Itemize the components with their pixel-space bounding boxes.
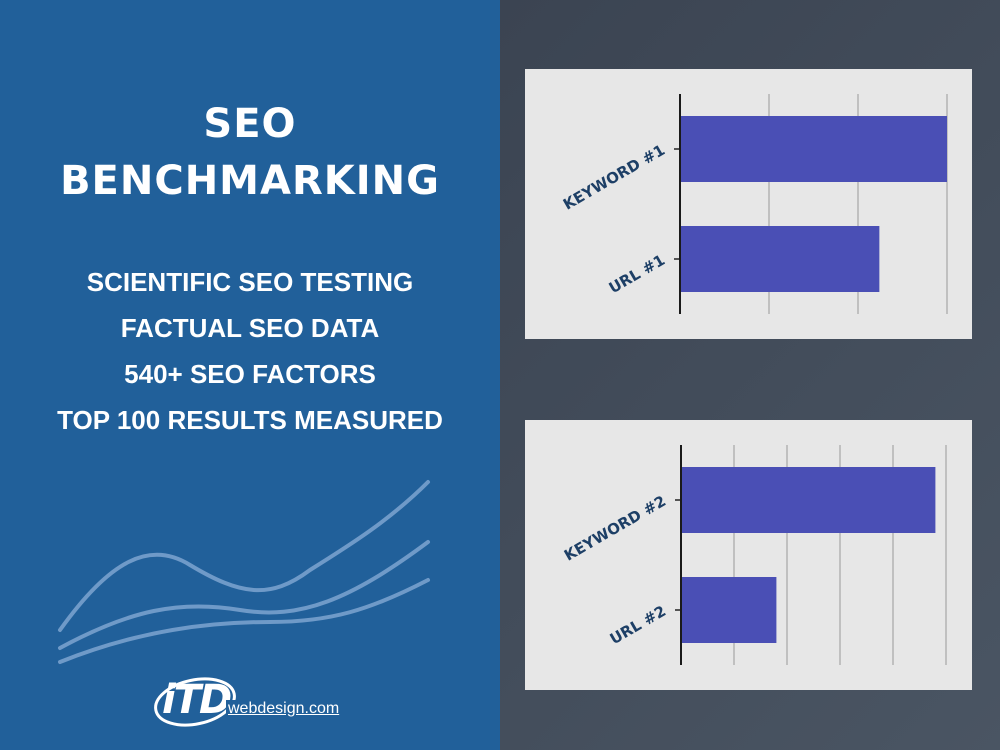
bar-2 (680, 226, 880, 292)
feature-item-results: TOP 100 RESULTS MEASURED (57, 405, 443, 435)
brand-logo: iTD webdesign.com (150, 672, 350, 732)
category-label: URL #1 (606, 251, 668, 297)
feature-item-factors: 540+ SEO FACTORS (124, 359, 376, 389)
category-label: KEYWORD #1 (560, 141, 668, 214)
bar-chart-2: KEYWORD #2 URL #2 (561, 445, 947, 665)
page-title-line2: BENCHMARKING (60, 158, 440, 204)
bar-chart-1: KEYWORD #1 URL #1 (560, 94, 948, 314)
bar-2 (681, 577, 777, 643)
logo-mark: iTD (162, 677, 232, 723)
bar-1 (680, 116, 947, 182)
category-label: KEYWORD #2 (561, 492, 669, 565)
logo-swoosh-icon (154, 677, 236, 727)
left-panel (0, 0, 500, 750)
feature-item-factual: FACTUAL SEO DATA (120, 313, 380, 343)
page-title-line1: SEO (203, 101, 297, 147)
chart-card-1: KEYWORD #1 URL #1 (525, 69, 972, 339)
feature-item-scientific: SCIENTIFIC SEO TESTING (86, 267, 414, 297)
bar-1 (681, 467, 936, 533)
logo-text: webdesign.com (226, 700, 342, 718)
category-label: URL #2 (607, 602, 669, 648)
decorative-curves (58, 480, 430, 664)
chart-card-2: KEYWORD #2 URL #2 (525, 420, 972, 690)
